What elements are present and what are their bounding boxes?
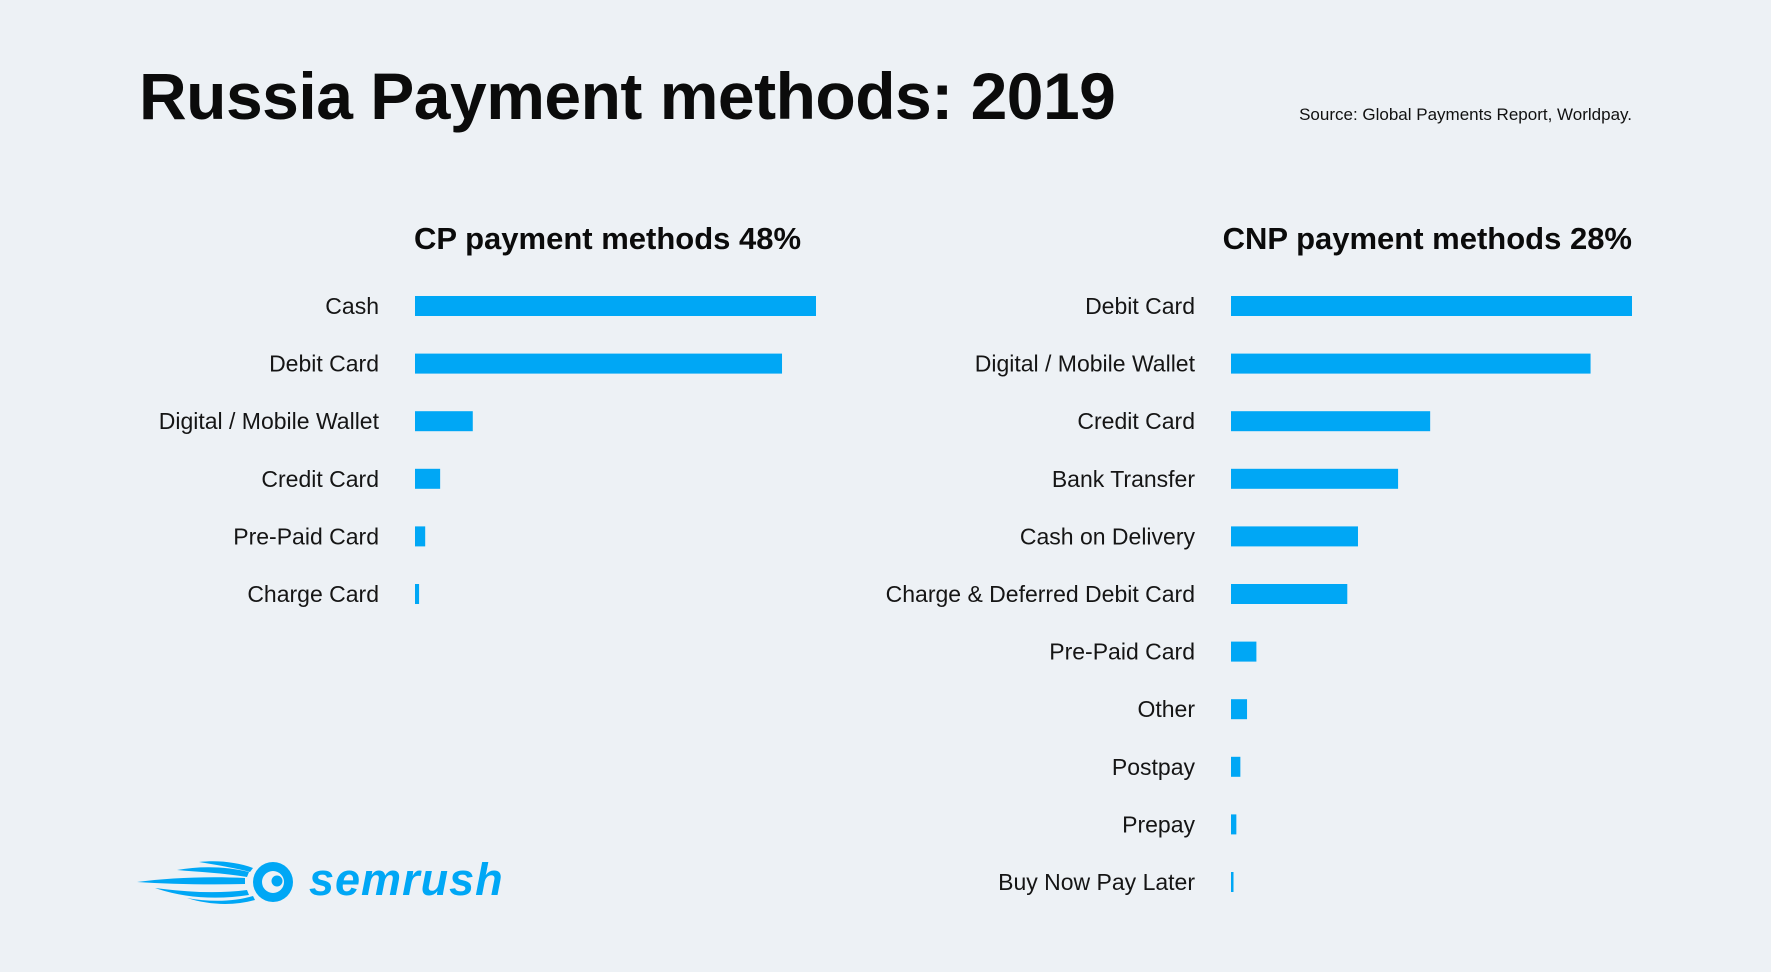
category-label: Bank Transfer — [1052, 466, 1196, 492]
bar — [415, 411, 473, 432]
comet-icon — [137, 861, 293, 904]
semrush-wordmark: semrush — [309, 854, 504, 905]
bar — [415, 296, 816, 316]
bar — [415, 468, 441, 489]
page-title: Russia Payment methods: 2019 — [139, 59, 1116, 133]
bar — [415, 584, 420, 604]
category-label: Credit Card — [261, 466, 379, 492]
category-label: Digital / Mobile Wallet — [159, 408, 380, 434]
cnp-chart-title: CNP payment methods 28% — [1222, 221, 1632, 256]
bar — [415, 353, 783, 374]
semrush-logo: semrush — [137, 854, 547, 910]
category-label: Buy Now Pay Later — [998, 869, 1195, 895]
bar — [1231, 814, 1237, 835]
category-label: Other — [1137, 696, 1195, 722]
bar — [1231, 756, 1241, 777]
bar — [1231, 296, 1632, 316]
category-label: Prepay — [1122, 811, 1195, 837]
bar — [1231, 584, 1348, 604]
bar — [415, 526, 426, 547]
category-label: Cash on Delivery — [1020, 523, 1196, 549]
cp-chart-title: CP payment methods 48% — [414, 221, 802, 256]
category-label: Charge Card — [247, 581, 379, 607]
category-label: Credit Card — [1077, 408, 1195, 434]
category-label: Cash — [325, 293, 379, 319]
category-label: Charge & Deferred Debit Card — [886, 581, 1195, 607]
category-label: Pre-Paid Card — [1049, 639, 1195, 665]
category-label: Debit Card — [269, 351, 379, 377]
bar — [1231, 526, 1358, 547]
cp-bar-chart: Cash Debit Card Digital / Mobile Wallet Cre… — [159, 293, 816, 607]
bar — [1231, 468, 1399, 489]
bar — [1231, 641, 1257, 662]
source-note: Source: Global Payments Report, Worldpay… — [1299, 105, 1632, 124]
category-label: Debit Card — [1085, 293, 1195, 319]
category-label: Pre-Paid Card — [233, 523, 379, 549]
bar — [1231, 353, 1591, 374]
category-label: Postpay — [1112, 754, 1196, 780]
bar — [1231, 872, 1234, 892]
bar — [1231, 411, 1431, 432]
cnp-bar-chart: Debit Card Digital / Mobile Wallet Credit … — [886, 293, 1632, 895]
category-label: Digital / Mobile Wallet — [975, 351, 1196, 377]
bar — [1231, 699, 1248, 720]
